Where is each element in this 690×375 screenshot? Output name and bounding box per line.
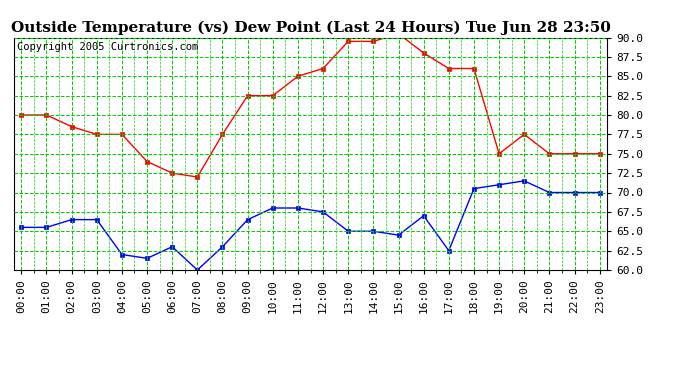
Text: Copyright 2005 Curtronics.com: Copyright 2005 Curtronics.com — [17, 42, 198, 52]
Title: Outside Temperature (vs) Dew Point (Last 24 Hours) Tue Jun 28 23:50: Outside Temperature (vs) Dew Point (Last… — [10, 21, 611, 35]
